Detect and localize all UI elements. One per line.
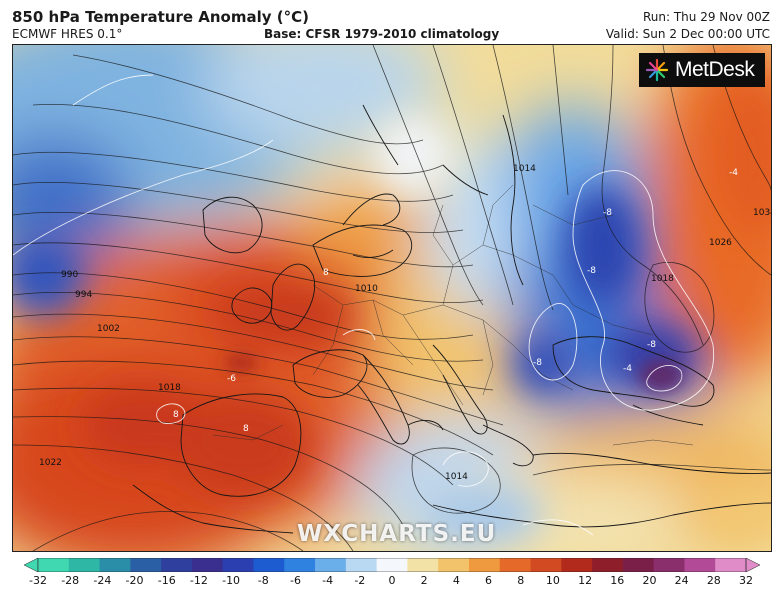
valid-time: Valid: Sun 2 Dec 00:00 UTC [605,27,770,41]
colorbar-tick-label: 6 [485,574,493,587]
anomaly-label: -6 [227,374,236,384]
colorbar-segment [530,558,562,572]
isobars [13,45,771,551]
isobar-label: 1018 [651,274,674,284]
colorbar-segment [99,558,131,572]
anomaly-label: -8 [603,208,612,218]
map-title: 850 hPa Temperature Anomaly (°C) [12,8,309,26]
colorbar-segment [315,558,347,572]
colorbar-segment [499,558,532,572]
colorbar-tick-label: -4 [322,574,334,587]
colorbar-tick-label: -2 [354,574,366,587]
anomaly-label: 8 [243,424,249,434]
colorbar-segment [284,558,316,572]
isobar-label: 990 [61,270,78,280]
colorbar-tick-label: -16 [157,574,176,587]
isobar-label: 1002 [97,324,120,334]
colorbar-segment [222,558,255,572]
colorbar-min-arrow [23,557,39,573]
colorbar-segment [161,558,193,572]
anomaly-contours [13,74,715,536]
map-canvas: 990 994 1002 1010 1014 1018 1022 1014 10… [13,45,771,551]
colorbar-tick-label: -10 [222,574,241,587]
colorbar-segment [653,558,686,572]
colorbar-segment [130,558,162,572]
colorbar-segment [376,558,408,572]
metdesk-burst-icon [645,58,669,82]
colorbar-segment [468,558,501,572]
colorbar-tick-label: 4 [452,574,460,587]
colorbar-tick-label: -32 [29,574,47,587]
colorbar [23,557,761,573]
anomaly-label: -8 [533,358,542,368]
colorbar-tick-label: 28 [706,574,721,587]
anomaly-label: -8 [647,340,656,350]
colorbar-tick-label: 10 [545,574,560,587]
colorbar-tick-label: -12 [189,574,208,587]
isobar-label: 1010 [355,284,378,294]
colorbar-tick-label: -6 [289,574,301,587]
colorbar-tick-label: -24 [93,574,112,587]
colorbar-tick-label: 32 [739,574,753,587]
colorbar-gradient [23,557,761,573]
colorbar-segment [38,558,70,572]
colorbar-segment [715,558,747,572]
colorbar-segment [438,558,470,572]
anomaly-label: 8 [323,268,329,278]
colorbar-segment [684,558,716,572]
anomaly-field-broad [13,45,771,551]
anomaly-label: 8 [173,410,179,420]
isobar-label: 1014 [513,164,536,174]
colorbar-segment [191,558,224,572]
anomaly-field-detail [13,75,771,545]
anomaly-label: -4 [623,364,632,374]
isobar-label: 1014 [445,472,468,482]
logo-text: MetDesk [675,58,755,81]
colorbar-segment [253,558,285,572]
colorbar-tick-label: 20 [642,574,657,587]
colorbar-tick-label: 16 [610,574,625,587]
anomaly-label: -8 [587,266,596,276]
colorbar-segment [345,558,378,572]
colorbar-tick-label: 12 [578,574,593,587]
isobar-label: 994 [75,290,92,300]
colorbar-tick-label: 2 [420,574,428,587]
wxcharts-watermark: WXCHARTS.EU [297,521,497,547]
metdesk-logo: MetDesk [639,53,765,87]
colorbar-tick-label: 0 [388,574,396,587]
isobar-label: 1026 [709,238,732,248]
climatology-base: Base: CFSR 1979-2010 climatology [264,27,500,41]
isobar-label: 1034 [753,208,771,218]
colorbar-tick-label: -28 [61,574,80,587]
colorbar-max-arrow [745,557,761,573]
anomaly-core-patches [223,355,683,391]
anomaly-labels: -8 -8 -8 -8 -6 -4 -4 8 8 8 [173,168,738,434]
isobar-label: 1022 [39,458,62,468]
colorbar-segment [407,558,439,572]
isobar-labels: 990 994 1002 1010 1014 1018 1022 1014 10… [39,164,771,482]
anomaly-label: -4 [729,168,738,178]
model-name: ECMWF HRES 0.1° [12,27,123,41]
coastlines [132,104,771,534]
run-time: Run: Thu 29 Nov 00Z [642,10,770,24]
colorbar-labels: -32 -28 -24 -20 -16 -12 -10 -8 -6 -4 -2 0 2 4 6 8 10 12 16… [0,574,784,590]
colorbar-tick-label: -8 [257,574,269,587]
colorbar-segment [68,558,101,572]
colorbar-tick-label: 24 [674,574,689,587]
colorbar-segment [561,558,593,572]
colorbar-segment [592,558,624,572]
colorbar-tick-label: -20 [125,574,144,587]
isobar-label: 1018 [158,383,181,393]
colorbar-tick-label: 8 [517,574,525,587]
anomaly-map[interactable]: 990 994 1002 1010 1014 1018 1022 1014 10… [12,44,772,552]
colorbar-segment [622,558,655,572]
